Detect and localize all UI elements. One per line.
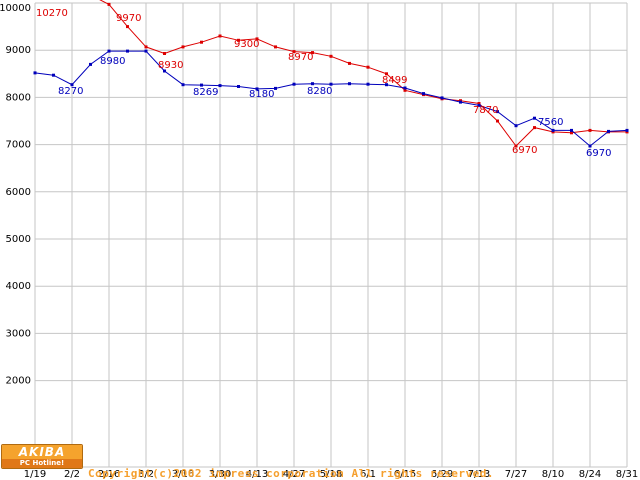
blue-data-point (440, 96, 444, 100)
blue-data-point (70, 83, 74, 87)
data-label: 9300 (234, 39, 259, 50)
data-label: 7870 (473, 105, 498, 116)
red-data-point (329, 54, 333, 58)
blue-data-point (89, 62, 92, 66)
blue-data-point (533, 116, 536, 120)
blue-data-point (496, 110, 499, 114)
red-data-point (533, 126, 536, 130)
red-data-point (218, 34, 222, 38)
y-tick-label: 10000 (0, 3, 31, 14)
red-data-point (181, 45, 185, 49)
red-data-point (385, 72, 388, 76)
x-tick-label: 3/30 (209, 469, 231, 480)
y-tick-label: 8000 (6, 92, 31, 103)
red-data-point (570, 131, 573, 135)
red-data-point (200, 40, 203, 44)
blue-data-point (459, 100, 462, 104)
data-label: 8930 (158, 60, 183, 71)
red-data-point (348, 61, 351, 65)
x-tick-label: 5/18 (320, 469, 342, 480)
y-tick-label: 3000 (6, 328, 31, 339)
blue-data-point (200, 83, 203, 87)
blue-data-point (33, 71, 37, 75)
x-tick-label: 4/13 (246, 469, 268, 480)
blue-data-point (181, 83, 185, 87)
red-data-point (237, 38, 240, 42)
data-label: 7560 (538, 117, 563, 128)
x-tick-label: 6/1 (360, 469, 376, 480)
blue-data-point (385, 83, 388, 87)
x-tick-label: 3/2 (138, 469, 154, 480)
blue-data-point (107, 49, 111, 53)
blue-data-point (366, 82, 370, 86)
x-tick-label: 2/2 (64, 469, 80, 480)
data-label: 8180 (249, 89, 274, 100)
y-tick-label: 4000 (6, 281, 31, 292)
data-label: 8499 (382, 75, 407, 86)
x-tick-label: 6/15 (394, 469, 416, 480)
red-data-point (403, 88, 407, 92)
x-tick-label: 7/13 (468, 469, 490, 480)
blue-data-point (348, 82, 351, 86)
y-tick-label: 9000 (6, 45, 31, 56)
red-data-point (496, 119, 499, 123)
data-label: 8280 (307, 86, 332, 97)
x-tick-label: 8/31 (616, 469, 638, 480)
data-label: 8269 (193, 87, 218, 98)
data-label: 8270 (58, 86, 83, 97)
y-tick-label: 2000 (6, 376, 31, 387)
blue-data-point (292, 82, 296, 86)
red-data-point (163, 52, 166, 55)
x-tick-label: 4/27 (283, 469, 305, 480)
blue-data-point (255, 87, 259, 91)
x-tick-label: 7/27 (505, 469, 527, 480)
data-label: 9970 (116, 13, 141, 24)
blue-data-point (625, 128, 629, 132)
blue-data-point (311, 82, 314, 86)
blue-data-point (477, 103, 481, 107)
blue-data-point (274, 86, 277, 90)
blue-data-point (551, 128, 555, 132)
red-data-point (126, 25, 129, 29)
red-data-point (311, 51, 314, 55)
red-data-point (292, 50, 296, 54)
red-data-point (255, 37, 259, 41)
blue-data-point (607, 129, 610, 133)
blue-data-point (237, 85, 240, 88)
red-data-point (366, 65, 370, 69)
blue-data-point (144, 49, 148, 53)
blue-data-point (514, 124, 518, 128)
blue-data-point (422, 92, 425, 96)
y-tick-label: 7000 (6, 140, 31, 151)
blue-data-point (329, 82, 333, 86)
blue-data-point (218, 84, 222, 88)
data-label: 8980 (100, 56, 125, 67)
y-tick-label: 6000 (6, 187, 31, 198)
red-data-point (144, 45, 148, 49)
blue-data-point (126, 49, 129, 53)
red-data-point (588, 128, 592, 132)
x-tick-label: 8/10 (542, 469, 564, 480)
data-label: 6970 (586, 148, 611, 159)
red-data-point (107, 2, 111, 6)
x-tick-label: 2/16 (98, 469, 120, 480)
x-tick-label: 8/24 (579, 469, 601, 480)
red-data-point (514, 144, 518, 148)
blue-data-point (588, 144, 592, 148)
x-tick-label: 1/19 (24, 469, 46, 480)
data-label: 8970 (288, 52, 313, 63)
x-tick-label: 3/16 (172, 469, 194, 480)
x-tick-label: 6/29 (431, 469, 453, 480)
red-data-point (274, 45, 277, 49)
blue-data-point (163, 69, 166, 73)
blue-data-point (570, 128, 573, 132)
blue-data-point (52, 73, 55, 77)
y-tick-label: 5000 (6, 234, 31, 245)
data-label: 10270 (36, 8, 68, 19)
data-label: 6970 (512, 145, 537, 156)
red-data-point (477, 102, 481, 105)
blue-data-point (403, 86, 407, 90)
